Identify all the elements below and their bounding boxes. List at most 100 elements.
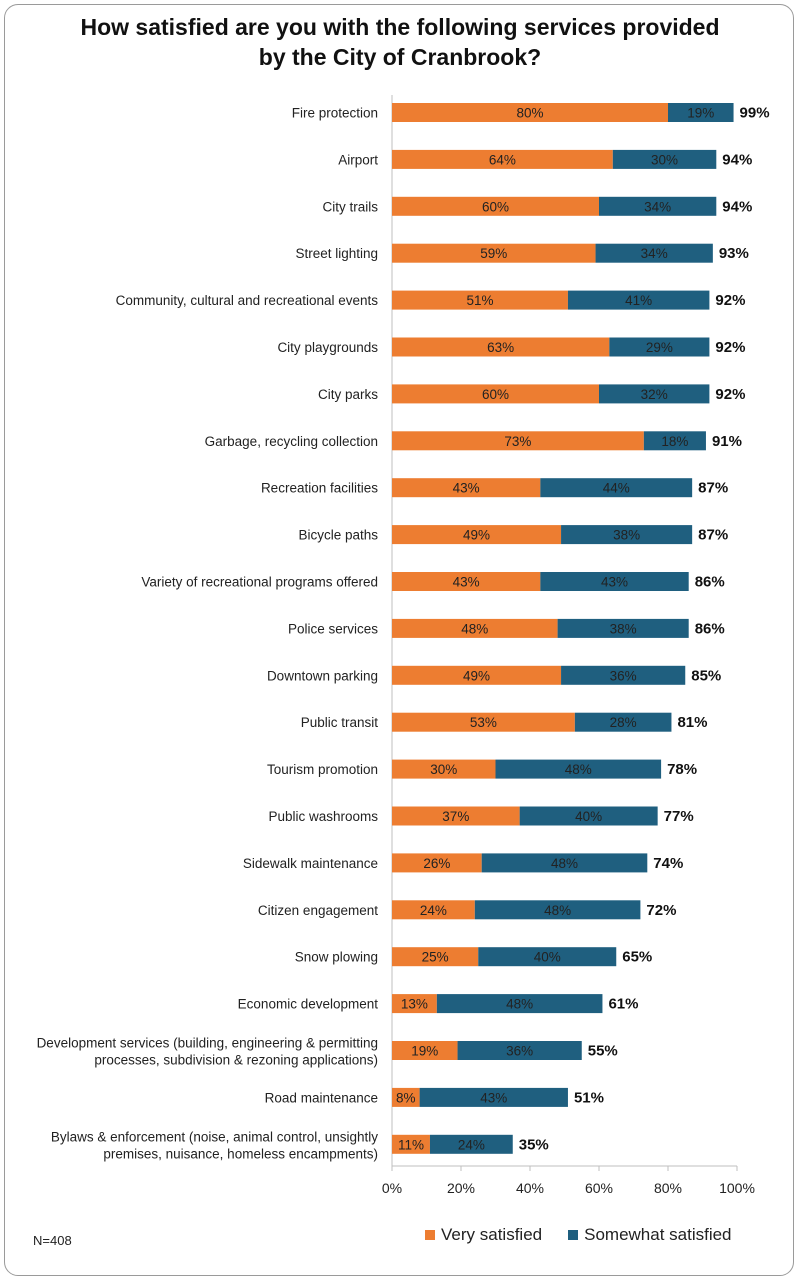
data-label-somewhat-satisfied: 30%	[651, 152, 678, 167]
bar-very-satisfied	[392, 149, 613, 169]
bar-very-satisfied	[392, 665, 562, 685]
data-label-very-satisfied: 60%	[482, 387, 509, 402]
data-label-somewhat-satisfied: 34%	[644, 199, 671, 214]
total-label: 78%	[667, 761, 697, 778]
bar-somewhat-satisfied	[519, 806, 658, 826]
bar-somewhat-satisfied	[419, 1087, 568, 1107]
total-label: 77%	[664, 808, 694, 825]
total-label: 94%	[722, 198, 752, 215]
total-label: 87%	[698, 480, 728, 497]
total-label: 87%	[698, 527, 728, 544]
data-label-somewhat-satisfied: 29%	[646, 340, 673, 355]
total-label: 74%	[653, 855, 683, 872]
data-label-somewhat-satisfied: 41%	[625, 293, 652, 308]
bar-very-satisfied	[392, 1041, 458, 1060]
data-label-somewhat-satisfied: 43%	[601, 575, 628, 590]
category-label-sidewalk-maintenance: Sidewalk maintenance	[243, 856, 378, 871]
total-label: 92%	[715, 339, 745, 356]
bar-very-satisfied	[392, 947, 479, 967]
category-label-street-lighting: Street lighting	[295, 246, 378, 261]
category-label-airport: Airport	[338, 152, 378, 167]
category-label-community-cultural-and-recreational-even: Community, cultural and recreational eve…	[116, 293, 379, 308]
bar-very-satisfied	[392, 431, 644, 451]
category-label-line: premises, nuisance, homeless encampments…	[103, 1146, 378, 1161]
category-label-road-maintenance: Road maintenance	[265, 1090, 378, 1105]
bar-very-satisfied	[392, 712, 575, 732]
total-label: 61%	[608, 996, 638, 1013]
x-tick-label: 0%	[382, 1180, 402, 1196]
x-tick-label: 100%	[719, 1180, 755, 1196]
data-label-very-satisfied: 60%	[482, 199, 509, 214]
legend-item-very-satisfied: Very satisfied	[425, 1225, 542, 1245]
data-label-very-satisfied: 49%	[463, 528, 490, 543]
bar-somewhat-satisfied	[643, 431, 706, 451]
legend-label-very-satisfied: Very satisfied	[441, 1225, 543, 1244]
chart-title-line-1: How satisfied are you with the following…	[80, 14, 720, 40]
legend-label-somewhat-satisfied: Somewhat satisfied	[584, 1225, 732, 1244]
bar-very-satisfied	[392, 1134, 430, 1154]
category-label-snow-plowing: Snow plowing	[295, 950, 378, 965]
data-label-very-satisfied: 25%	[422, 950, 449, 965]
bar-somewhat-satisfied	[478, 947, 617, 967]
total-label: 55%	[588, 1043, 618, 1060]
data-label-somewhat-satisfied: 48%	[506, 997, 533, 1012]
chart-title: How satisfied are you with the following…	[40, 12, 760, 72]
bar-somewhat-satisfied	[481, 853, 648, 873]
bar-very-satisfied	[392, 853, 482, 873]
data-label-somewhat-satisfied: 48%	[544, 903, 571, 918]
bar-somewhat-satisfied	[574, 712, 672, 732]
bar-somewhat-satisfied	[429, 1134, 513, 1154]
data-label-very-satisfied: 48%	[461, 621, 488, 636]
bar-somewhat-satisfied	[495, 759, 662, 779]
category-label-city-parks: City parks	[318, 387, 378, 402]
category-label-garbage-recycling-collection: Garbage, recycling collection	[205, 434, 378, 449]
total-label: 92%	[715, 292, 745, 309]
data-label-very-satisfied: 73%	[504, 434, 531, 449]
legend-item-somewhat-satisfied: Somewhat satisfied	[568, 1225, 732, 1245]
total-label: 86%	[695, 574, 725, 591]
category-label-variety-of-recreational-programs-offered: Variety of recreational programs offered	[141, 575, 378, 590]
bar-somewhat-satisfied	[436, 994, 603, 1014]
total-label: 65%	[622, 949, 652, 966]
category-label-economic-development: Economic development	[238, 997, 379, 1012]
x-tick-label: 40%	[516, 1180, 544, 1196]
category-label-bylaws-enforcement-noise-animal-control-: Bylaws & enforcement (noise, animal cont…	[51, 1129, 378, 1161]
bar-somewhat-satisfied	[609, 337, 710, 357]
bar-somewhat-satisfied	[668, 103, 734, 122]
total-label: 93%	[719, 245, 749, 262]
bar-very-satisfied	[392, 478, 541, 498]
bar-very-satisfied	[392, 900, 475, 920]
data-label-somewhat-satisfied: 44%	[603, 481, 630, 496]
total-label: 72%	[646, 902, 676, 919]
x-tick-label: 60%	[585, 1180, 613, 1196]
bar-somewhat-satisfied	[595, 243, 713, 263]
data-label-very-satisfied: 63%	[487, 340, 514, 355]
bar-very-satisfied	[392, 290, 568, 310]
chart-frame	[4, 4, 794, 1276]
bar-somewhat-satisfied	[561, 665, 686, 685]
data-label-very-satisfied: 59%	[480, 246, 507, 261]
legend-swatch-somewhat-satisfied	[568, 1230, 579, 1240]
bar-very-satisfied	[392, 103, 668, 122]
legend-swatch-very-satisfied	[425, 1230, 435, 1240]
category-label-development-services-building-engineerin: Development services (building, engineer…	[37, 1036, 378, 1068]
data-label-very-satisfied: 43%	[453, 481, 480, 496]
category-label-public-washrooms: Public washrooms	[268, 809, 378, 824]
data-label-very-satisfied: 8%	[396, 1090, 416, 1105]
bar-somewhat-satisfied	[599, 384, 710, 404]
x-tick-label: 80%	[654, 1180, 682, 1196]
bar-somewhat-satisfied	[561, 525, 693, 545]
bar-somewhat-satisfied	[612, 149, 717, 169]
data-label-very-satisfied: 51%	[466, 293, 493, 308]
total-label: 92%	[715, 386, 745, 403]
data-label-very-satisfied: 24%	[420, 903, 447, 918]
data-label-somewhat-satisfied: 38%	[613, 528, 640, 543]
bar-somewhat-satisfied	[540, 478, 693, 498]
category-label-citizen-engagement: Citizen engagement	[258, 903, 378, 918]
total-label: 81%	[677, 714, 707, 731]
data-label-somewhat-satisfied: 34%	[641, 246, 668, 261]
data-label-somewhat-satisfied: 24%	[458, 1137, 485, 1152]
data-label-very-satisfied: 11%	[398, 1137, 424, 1152]
data-label-somewhat-satisfied: 19%	[687, 106, 714, 121]
bar-somewhat-satisfied	[540, 572, 689, 591]
